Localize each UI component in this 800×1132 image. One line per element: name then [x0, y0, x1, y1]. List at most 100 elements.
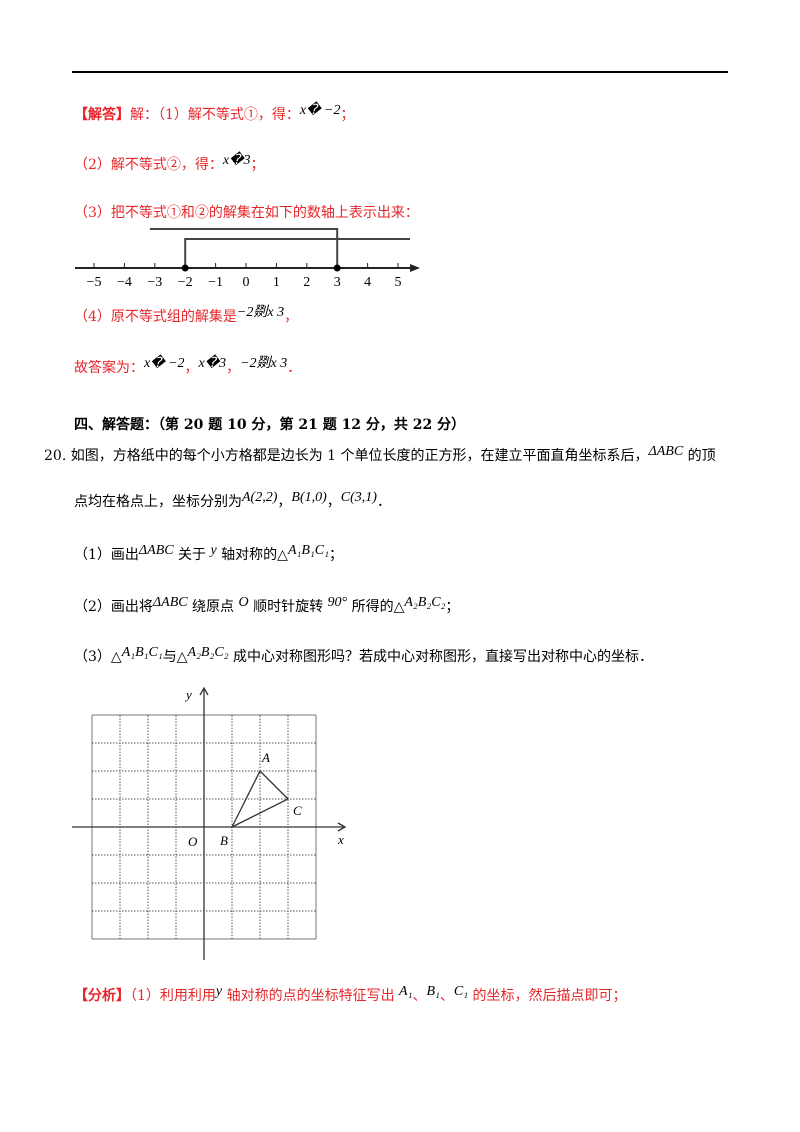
solution-tag: 【解答】: [74, 107, 130, 123]
math: x�3: [198, 356, 227, 371]
label-B: B: [220, 833, 228, 848]
text: ；: [250, 157, 265, 173]
text: 解：（1）解不等式①，得：: [130, 107, 300, 123]
math: C(3,1): [340, 490, 377, 505]
question-number: 20.: [44, 448, 67, 464]
tick-label: 0: [242, 275, 250, 290]
text: ；: [445, 599, 460, 615]
solution-line-3: （3）把不等式①和②的解集在如下的数轴上表示出来：: [74, 205, 419, 221]
text: 故答案为：: [74, 360, 144, 376]
solution-line-4: （4）原不等式组的解集是−2剟x 3，: [74, 305, 299, 326]
math: ΔABC: [152, 595, 188, 610]
label-A: A: [261, 750, 270, 765]
analysis-line: 【分析】（1）利用利用y 轴对称的点的坐标特征写出 A₁、B₁、C₁ 的坐标，然…: [74, 984, 627, 1005]
math: ΔABC: [648, 444, 684, 459]
text: ，: [326, 494, 341, 510]
math: x� −2: [299, 103, 341, 118]
tick-label: 3: [333, 275, 341, 290]
x-axis-arrow: [337, 822, 347, 832]
text: （3）△: [74, 649, 122, 665]
text: ，: [277, 494, 292, 510]
header-rule: [72, 71, 728, 73]
question-part-2: （2）画出将ΔABC 绕原点 O 顺时针旋转 90° 所得的△A₂B₂C₂；: [74, 595, 460, 616]
text: ；: [328, 547, 343, 563]
text: ，: [184, 360, 199, 376]
text: 点均在格点上，坐标分别为: [74, 494, 242, 510]
tick-label: −2: [177, 275, 193, 290]
text: 如图，方格纸中的每个小方格都是边长为 1 个单位长度的正方形，在建立平面直角坐标…: [70, 448, 649, 464]
text: 、: [439, 988, 454, 1004]
label-C: C: [293, 803, 302, 818]
tick-label: −5: [86, 275, 102, 290]
text: 轴对称的点的坐标特征写出: [222, 988, 400, 1004]
label-origin: O: [188, 834, 198, 849]
text: （1）画出: [74, 547, 139, 563]
math: A₂B₂C₂: [187, 645, 229, 660]
label-x: x: [337, 832, 344, 847]
triangle-abc: [230, 769, 290, 829]
text: 关于: [173, 547, 211, 563]
text: 、: [412, 988, 427, 1004]
solution-line-1: 【解答】解：（1）解不等式①，得：x� −2；: [74, 103, 355, 124]
math: x�3: [222, 153, 251, 168]
label-y: y: [184, 687, 192, 702]
section-heading: 四、解答题：（第 20 题 10 分，第 21 题 12 分，共 22 分）: [74, 417, 466, 433]
analysis-tag: 【分析】: [74, 988, 130, 1004]
math: A₁B₁C₁: [121, 645, 163, 660]
text: （4）原不等式组的解集是: [74, 309, 237, 325]
closed-dot: [181, 264, 189, 272]
tick-label: −4: [116, 275, 132, 290]
tick-label: −1: [208, 275, 224, 290]
text: ，: [284, 309, 299, 325]
math: x� −2: [144, 356, 185, 371]
math: B(1,0): [291, 490, 327, 505]
math: O: [238, 595, 249, 610]
question-part-3: （3）△A₁B₁C₁与△A₂B₂C₂ 成中心对称图形吗？若成中心对称图形，直接写…: [74, 645, 654, 666]
math: −2剟x 3: [240, 356, 288, 371]
text: 所得的△: [347, 599, 405, 615]
answer-line: 故答案为：x� −2，x�3，−2剟x 3．: [74, 356, 302, 377]
math: C₁: [453, 984, 469, 999]
tick-label: 2: [303, 275, 311, 290]
math: −2剟x 3: [236, 305, 285, 320]
math: 90°: [327, 595, 348, 610]
closed-dot: [333, 264, 341, 272]
math: A₁: [399, 984, 413, 999]
text: （2）解不等式②，得：: [74, 157, 223, 173]
text: ；: [340, 107, 355, 123]
text: ，: [226, 360, 241, 376]
math: y: [215, 984, 223, 999]
text: 绕原点: [187, 599, 239, 615]
question-part-1: （1）画出ΔABC 关于 y 轴对称的△A₁B₁C₁；: [74, 543, 343, 564]
y-axis-arrow: [199, 686, 209, 696]
math: B₁: [426, 984, 440, 999]
text: 的顶: [683, 448, 716, 464]
math: ΔABC: [138, 543, 174, 558]
text: （1）利用利用: [130, 988, 216, 1004]
solution-2-bracket: [150, 228, 339, 268]
tick-label: 4: [364, 275, 372, 290]
text: 成中心对称图形吗？若成中心对称图形，直接写出对称中心的坐标．: [228, 649, 654, 665]
tick-label: −3: [147, 275, 163, 290]
text: ．: [376, 494, 391, 510]
math: A(2,2): [242, 490, 278, 505]
math: A₁B₁C₁: [287, 543, 329, 558]
text: ．: [287, 360, 302, 376]
tick-label: 1: [272, 275, 280, 290]
text: （2）画出将: [74, 599, 153, 615]
solution-line-2: （2）解不等式②，得：x�3；: [74, 153, 265, 174]
tick-label: 5: [394, 275, 402, 290]
number-line: [75, 228, 420, 272]
question-line-1: 20. 如图，方格纸中的每个小方格都是边长为 1 个单位长度的正方形，在建立平面…: [44, 444, 716, 465]
text: 顺时针旋转: [248, 599, 328, 615]
math: y: [210, 543, 217, 558]
arrow-head: [410, 264, 420, 272]
text: 轴对称的△: [216, 547, 288, 563]
text: 与△: [162, 649, 188, 665]
solution-1-bracket: [184, 238, 410, 268]
text: 的坐标，然后描点即可；: [468, 988, 627, 1004]
math: A₂B₂C₂: [404, 595, 446, 610]
question-line-2: 点均在格点上，坐标分别为A(2,2)，B(1,0)，C(3,1)．: [74, 490, 391, 511]
